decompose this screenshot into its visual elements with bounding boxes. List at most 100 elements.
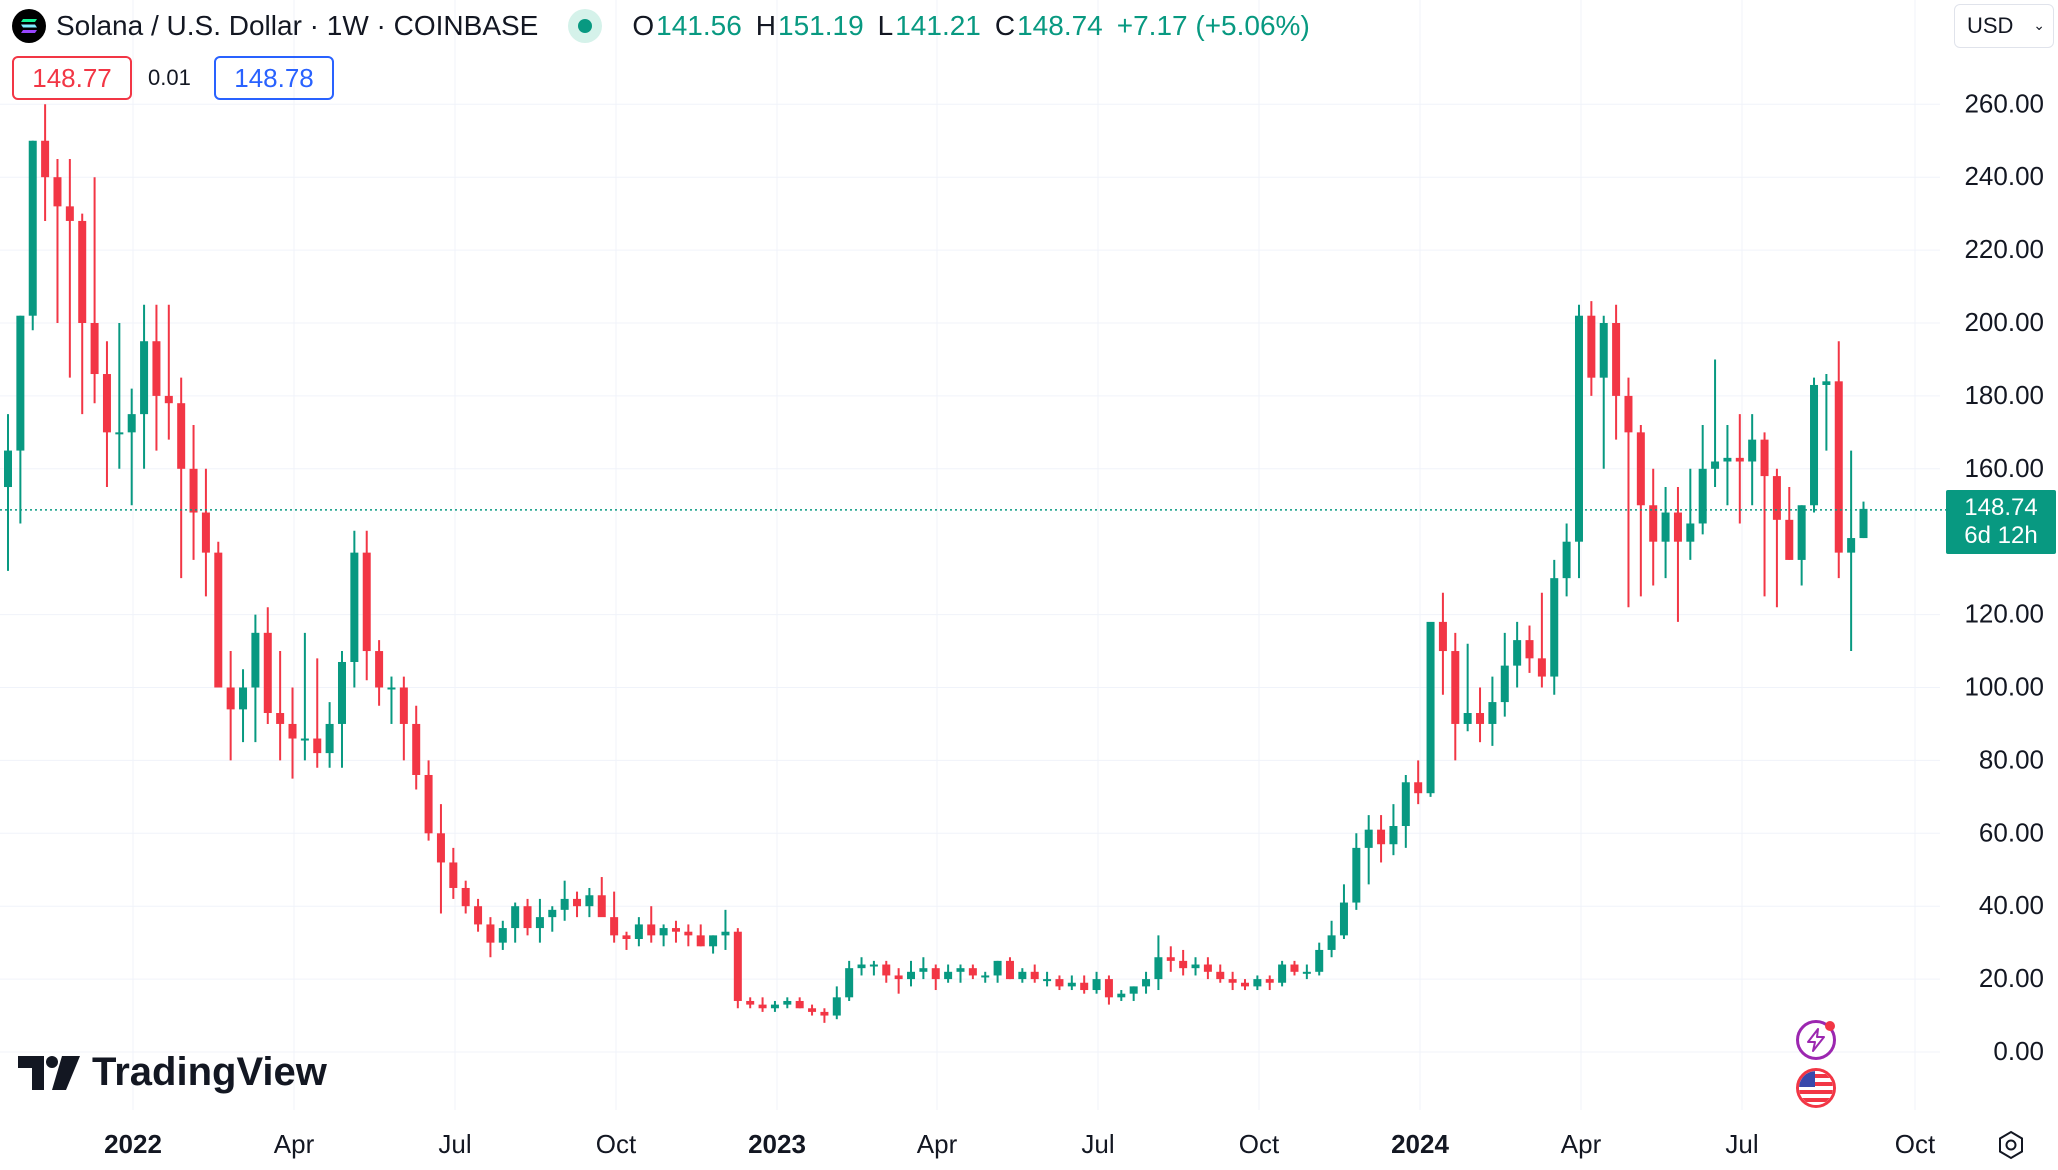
candle-body (288, 723, 297, 739)
x-axis-tick-label: Jul (438, 1129, 471, 1159)
candle-body (783, 1000, 792, 1005)
y-axis-tick-label: 180.00 (1964, 380, 2044, 410)
symbol-title[interactable]: Solana / U.S. Dollar · 1W · COINBASE (56, 10, 539, 41)
candle-body (1451, 651, 1460, 724)
tradingview-logo[interactable]: TradingView (18, 1050, 327, 1095)
y-axis-tick-label: 240.00 (1964, 161, 2044, 191)
candle-body (981, 975, 990, 978)
candle-body (1599, 323, 1608, 378)
candle-body (1735, 457, 1744, 462)
candle-body (1092, 979, 1101, 991)
candle-body (53, 177, 62, 207)
candle-body (1142, 979, 1151, 987)
candle-body (498, 928, 507, 943)
candle-body (1290, 964, 1299, 972)
candle-body (1649, 505, 1658, 542)
candle-body (1302, 971, 1311, 974)
candle-body (1067, 982, 1076, 987)
candle-body (474, 906, 483, 925)
candle-body (78, 220, 87, 323)
last-price-value: 148.74 (1964, 494, 2038, 521)
candle-body (177, 403, 186, 469)
candle-body (375, 651, 384, 688)
candle-body (1228, 979, 1237, 983)
candle-body (993, 960, 1002, 976)
candle-body (1500, 665, 1509, 703)
currency-select[interactable]: USD ⌄ (1954, 4, 2054, 48)
candle-body (1550, 578, 1559, 677)
spread-value: 0.01 (148, 65, 191, 90)
candle-body (573, 898, 582, 907)
candle-body (115, 432, 124, 435)
candle-body (733, 931, 742, 1001)
candle-body (1686, 523, 1695, 542)
candle-body (956, 968, 965, 972)
candle-body (16, 315, 25, 451)
candle-body (622, 935, 631, 940)
low-value: 141.21 (895, 10, 981, 41)
candle-body (486, 924, 495, 943)
y-axis-tick-label: 40.00 (1979, 890, 2044, 920)
high-key: H (755, 10, 777, 41)
candle-body (1438, 621, 1447, 652)
candle-body (189, 468, 198, 513)
lightning-button[interactable] (1796, 1020, 1836, 1060)
candle-body (1525, 640, 1534, 659)
candle-body (1327, 935, 1336, 950)
candle-body (1364, 829, 1373, 848)
candle-body (201, 512, 210, 553)
candle-body (1377, 829, 1386, 845)
sell-price-button[interactable]: 148.77 (12, 56, 132, 100)
candle-body (647, 924, 656, 936)
candle-body (1748, 439, 1757, 462)
open-value: 141.56 (656, 10, 742, 41)
candle-body (1612, 323, 1621, 396)
candle-body (214, 552, 223, 688)
x-axis-tick-label: Apr (917, 1129, 958, 1159)
low-key: L (877, 10, 894, 41)
candle-body (325, 723, 334, 754)
settings-icon[interactable] (1996, 1130, 2026, 1160)
y-axis-tick-label: 60.00 (1979, 817, 2044, 847)
candle-body (721, 931, 730, 936)
candle-body (1216, 971, 1225, 980)
candle-body (1673, 512, 1682, 542)
y-axis-tick-label: 260.00 (1964, 88, 2044, 118)
tradingview-logo-icon (18, 1055, 80, 1090)
candle-body (1265, 979, 1274, 983)
candle-body (90, 323, 99, 375)
candle-body (4, 450, 12, 488)
candle-body (239, 687, 248, 710)
live-status-icon (568, 9, 603, 43)
candle-body (1772, 476, 1781, 520)
candle-body (337, 661, 346, 724)
candle-body (1055, 979, 1064, 987)
candle-body (919, 968, 928, 972)
candle-body (968, 968, 977, 976)
candle-body (251, 632, 260, 688)
candle-body (1191, 964, 1200, 969)
chevron-down-icon: ⌄ (2033, 17, 2045, 33)
candle-body (424, 774, 433, 834)
candle-body (684, 931, 693, 936)
candle-body (127, 414, 136, 433)
candle-body (140, 341, 149, 415)
candle-body (1339, 902, 1348, 936)
x-axis-tick-label: Oct (1239, 1129, 1280, 1159)
candle-body (1426, 621, 1435, 794)
candle-body (1587, 315, 1596, 378)
candle-body (1401, 782, 1410, 827)
candle-body (511, 906, 520, 929)
candle-body (894, 975, 903, 980)
candle-body (350, 552, 359, 662)
candle-body (832, 997, 841, 1016)
us-flag-icon[interactable] (1796, 1068, 1836, 1108)
candle-body (857, 964, 866, 969)
candle-body (1574, 315, 1583, 542)
buy-price-button[interactable]: 148.78 (214, 56, 334, 100)
solana-logo-icon (12, 9, 46, 43)
candle-body (1018, 971, 1027, 980)
close-key: C (994, 10, 1016, 41)
candle-body (585, 895, 594, 907)
